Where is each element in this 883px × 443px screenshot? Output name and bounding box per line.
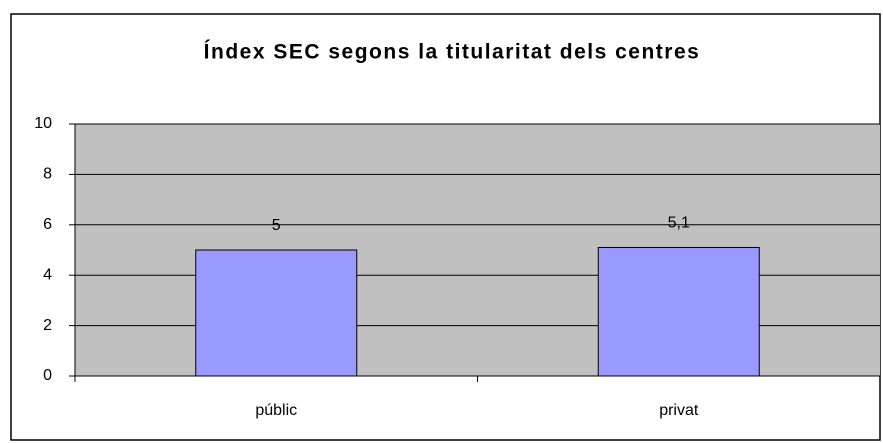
chart-title: Índex SEC segons la titularitat dels cen… xyxy=(204,41,701,64)
bar xyxy=(195,249,358,377)
data-label: 5,1 xyxy=(668,215,690,232)
bar xyxy=(597,246,760,377)
x-tick-label: públic xyxy=(255,402,297,419)
y-tick-label: 10 xyxy=(34,115,52,132)
x-tick-label: privat xyxy=(659,402,699,419)
data-label: 5 xyxy=(272,217,281,234)
y-tick-label: 4 xyxy=(43,266,52,283)
y-tick-label: 8 xyxy=(43,166,52,183)
y-tick-label: 6 xyxy=(43,216,52,233)
y-tick-label: 0 xyxy=(43,367,52,384)
y-tick-label: 2 xyxy=(43,317,52,334)
